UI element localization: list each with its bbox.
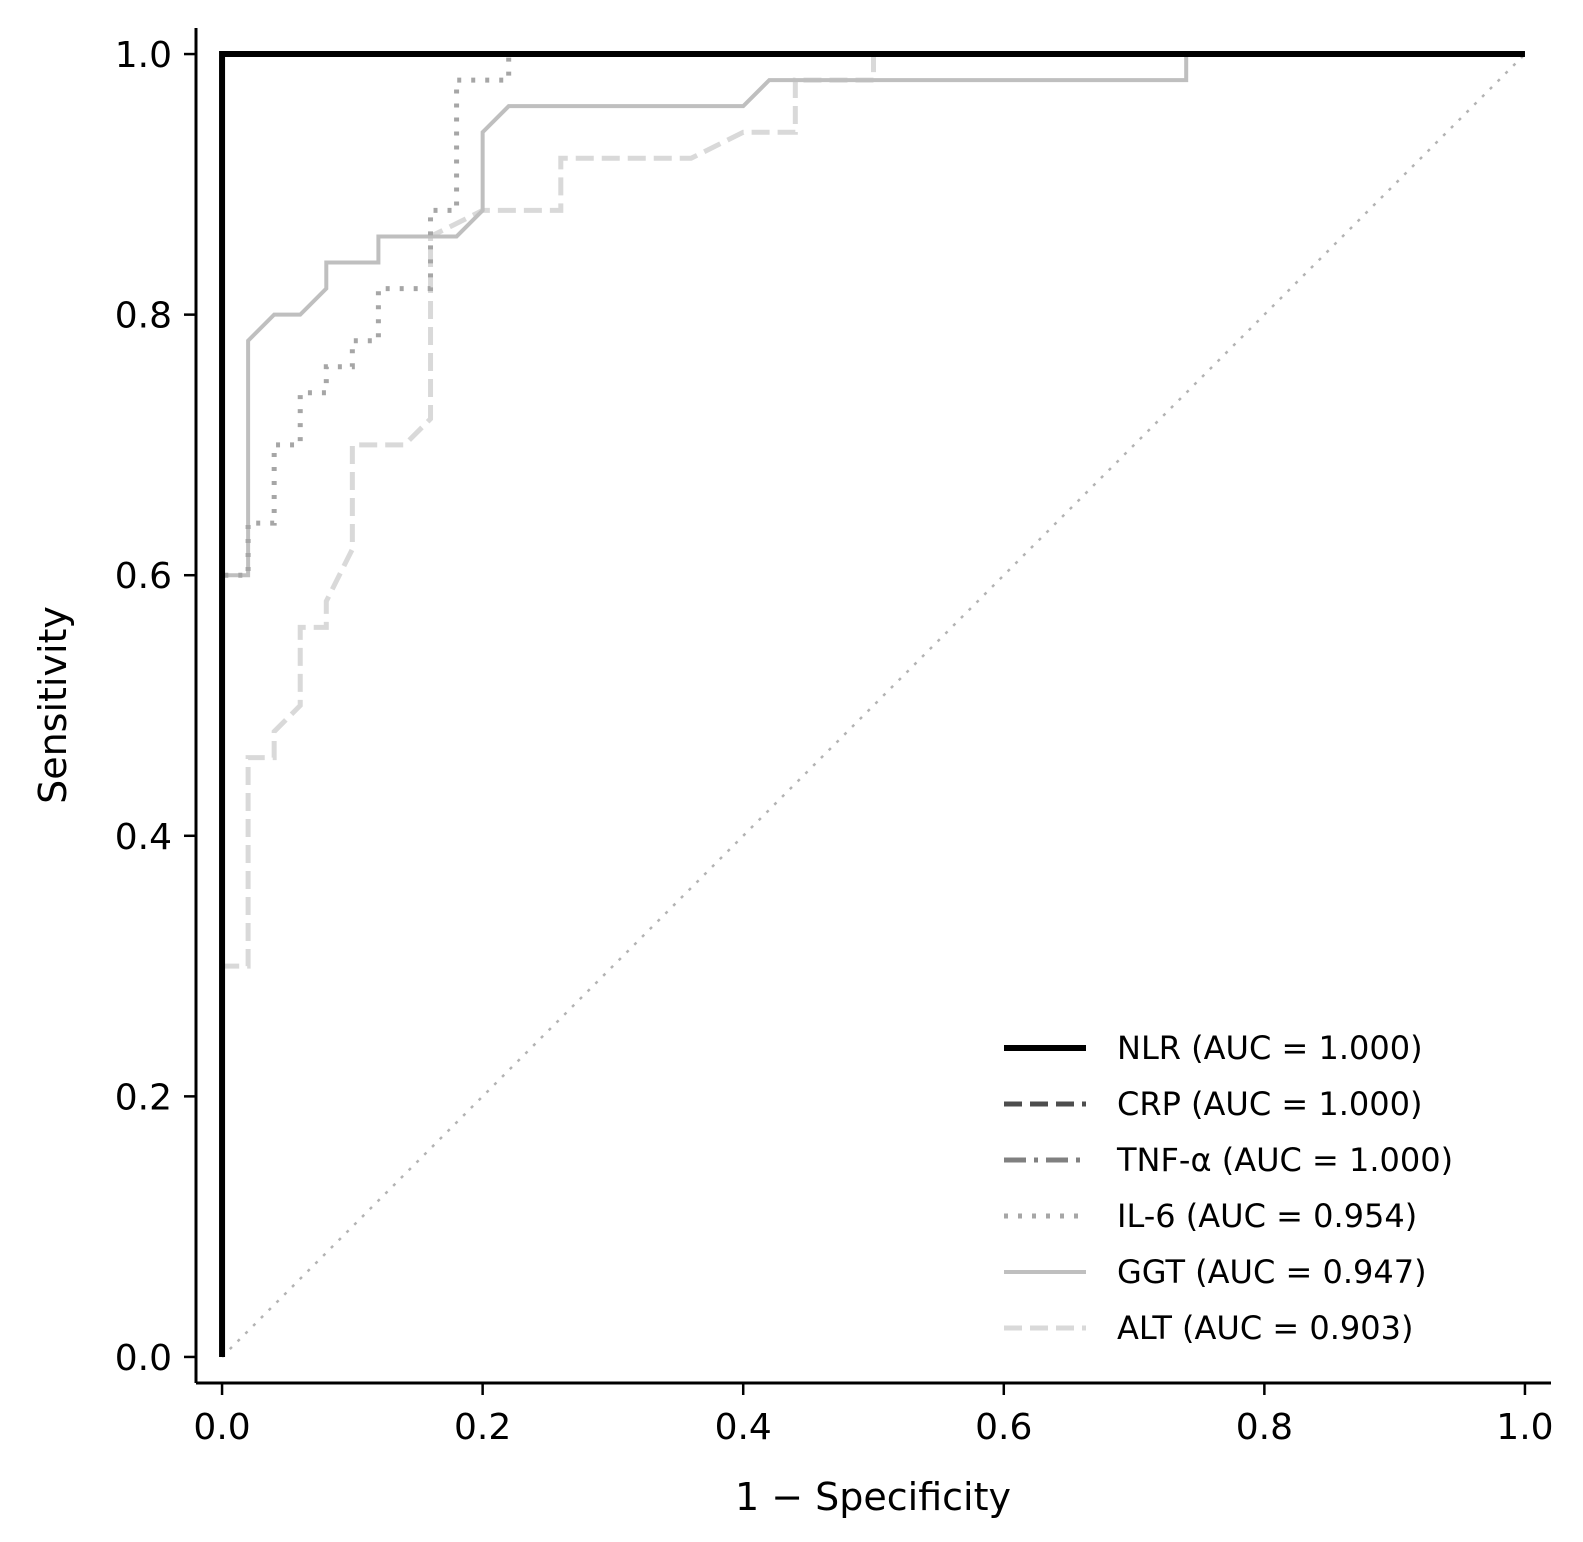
x-tick-label: 0.4 [715,1407,772,1448]
x-tick-label: 0.2 [454,1407,511,1448]
x-tick-label: 0.8 [1236,1407,1293,1448]
x-tick-label: 0.0 [193,1407,250,1448]
legend: NLR (AUC = 1.000) CRP (AUC = 1.000) TNF-α … [1004,1029,1453,1347]
y-tick-label: 1.0 [115,35,172,76]
ticks-layer: 0.0 0.2 0.4 0.6 0.8 1.0 0.0 0.2 0.4 0.6 0.8 1.0 [115,35,1554,1448]
x-tick-label: 1.0 [1496,1407,1553,1448]
y-tick-label: 0.2 [115,1077,172,1118]
y-axis-title: Sensitivity [31,606,75,804]
axes-layer [194,28,1551,1385]
y-tick-label: 0.0 [115,1338,172,1379]
legend-label-4: IL-6 (AUC = 0.954) [1117,1197,1417,1235]
legend-label-2: CRP (AUC = 1.000) [1117,1085,1422,1123]
legend-label-3: TNF-α (AUC = 1.000) [1116,1141,1453,1179]
y-tick-label: 0.4 [115,817,172,858]
legend-label-5: GGT (AUC = 0.947) [1117,1253,1427,1291]
roc-curve-4 [219,51,1525,1357]
y-tick-label: 0.8 [115,296,172,337]
roc-curve-1 [219,51,1525,1357]
legend-label-6: ALT (AUC = 0.903) [1117,1309,1413,1347]
x-axis-title: 1 − Specificity [735,1475,1011,1519]
roc-curve-5 [220,52,1525,1357]
x-tick-label: 0.6 [975,1407,1032,1448]
roc-curve-6 [219,51,1525,1357]
legend-label-1: NLR (AUC = 1.000) [1117,1029,1423,1067]
series-layer [219,51,1525,1357]
y-tick-label: 0.6 [115,556,172,597]
